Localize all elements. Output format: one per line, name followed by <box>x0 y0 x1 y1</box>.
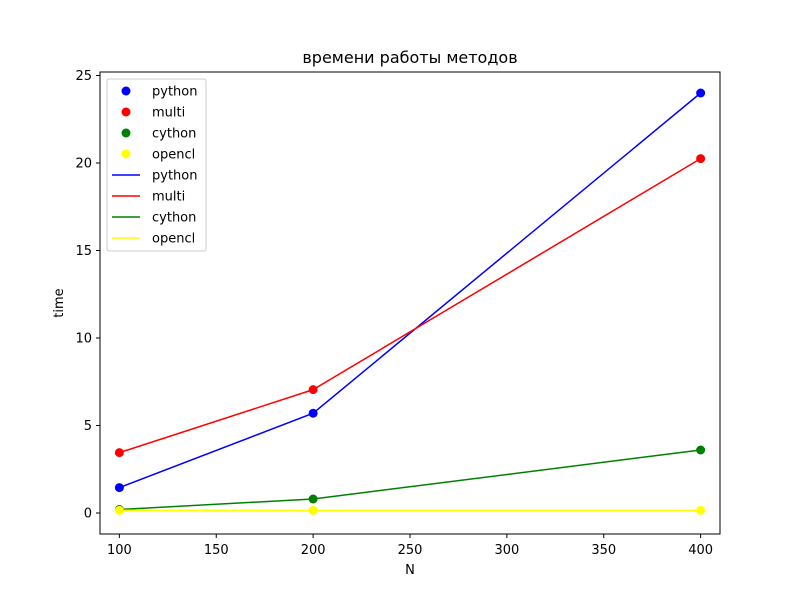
legend-label: python <box>152 85 197 100</box>
y-tick-label: 25 <box>75 69 92 84</box>
chart-title: времени работы методов <box>302 48 517 67</box>
y-tick-label: 0 <box>84 507 92 522</box>
x-tick-label: 100 <box>107 543 132 558</box>
legend-marker-python <box>121 86 131 96</box>
x-tick-label: 200 <box>301 543 326 558</box>
plot-area <box>114 88 706 515</box>
point-multi-200 <box>308 385 318 395</box>
y-tick-label: 10 <box>75 332 92 347</box>
point-multi-400 <box>696 154 706 164</box>
y-tick-label: 5 <box>84 419 92 434</box>
legend-label: opencl <box>152 232 195 247</box>
legend-marker-opencl <box>121 149 131 159</box>
x-axis-label: N <box>405 563 415 578</box>
legend-box <box>106 78 207 252</box>
legend-label: opencl <box>152 148 195 163</box>
legend-marker-cython <box>121 128 131 138</box>
x-tick-label: 150 <box>204 543 229 558</box>
x-axis: 100 150 200 250 300 350 400 <box>107 534 713 558</box>
x-tick-label: 300 <box>494 543 519 558</box>
point-python-100 <box>114 483 124 493</box>
point-cython-400 <box>696 445 706 455</box>
point-opencl-200 <box>308 505 318 515</box>
legend-label: multi <box>152 190 185 205</box>
series-line-multi <box>119 157 702 454</box>
y-axis: 0 5 10 15 20 25 <box>75 69 100 522</box>
x-tick-label: 350 <box>591 543 616 558</box>
point-python-400 <box>696 88 706 98</box>
series-line-cython <box>119 449 701 511</box>
point-multi-100 <box>114 448 124 458</box>
point-opencl-100 <box>114 505 124 515</box>
point-python-200 <box>308 408 318 418</box>
legend-label: cython <box>152 127 196 142</box>
series-line-python <box>119 92 702 489</box>
point-cython-200 <box>308 494 318 504</box>
legend-label: python <box>152 169 197 184</box>
legend-label: multi <box>152 106 185 121</box>
y-tick-label: 15 <box>75 244 92 259</box>
x-tick-label: 400 <box>688 543 713 558</box>
y-tick-label: 20 <box>75 157 92 172</box>
x-tick-label: 250 <box>398 543 423 558</box>
legend-marker-multi <box>121 107 131 117</box>
legend-label: cython <box>152 211 196 226</box>
legend: python multi cython opencl python multi cython… <box>106 78 207 252</box>
y-axis-label: time <box>52 288 67 317</box>
point-opencl-400 <box>696 505 706 515</box>
